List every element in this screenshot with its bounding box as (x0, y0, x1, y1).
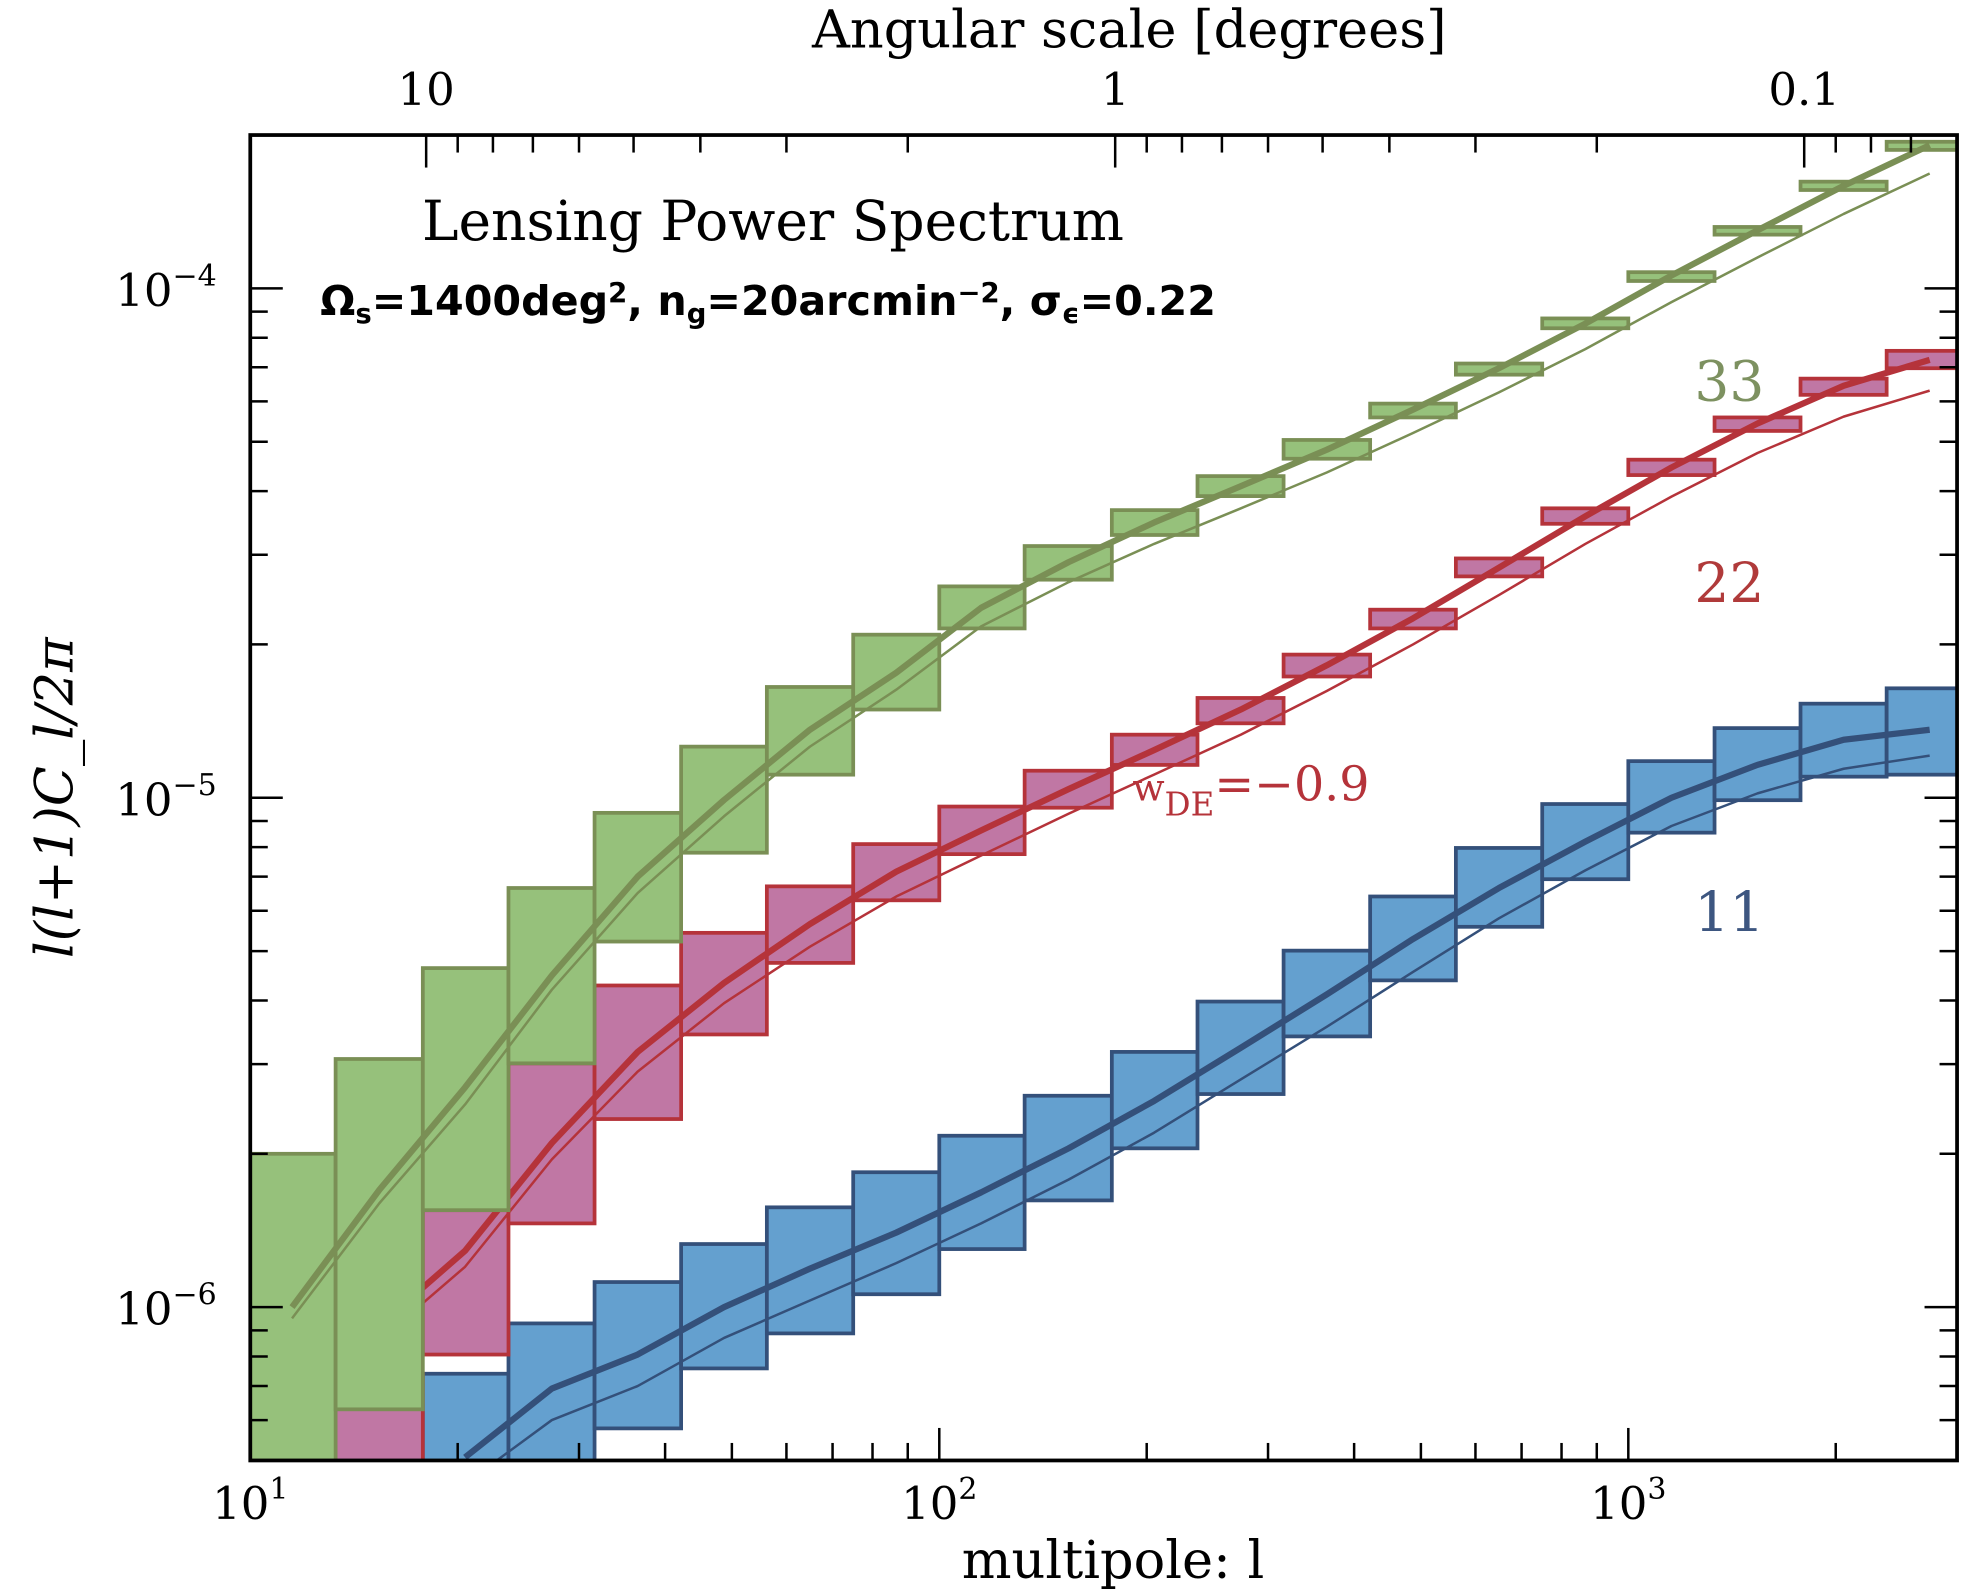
series-22 (333, 348, 1958, 1461)
x-tick-label: 102 (901, 1472, 977, 1530)
series-33 (250, 139, 1958, 1461)
model-curve-22 (377, 356, 1931, 1328)
subtitle-part: ϵ (1062, 298, 1080, 330)
series-label-33: 33 (1694, 349, 1764, 413)
y-tick-label: 10−6 (115, 1278, 216, 1336)
series-label-11: 11 (1694, 880, 1764, 944)
error-box-22 (420, 1208, 511, 1357)
subtitle-part: Ω (320, 277, 355, 325)
subtitle-part: −2 (957, 278, 999, 310)
y-tick-label: 10−5 (115, 768, 216, 826)
y-axis-label: l(l+1)C_l/2π (25, 636, 86, 958)
x-tick-label: 103 (1590, 1472, 1666, 1530)
subtitle-part: s (355, 298, 371, 330)
subtitle-part: =1400deg (372, 277, 608, 325)
x-tick-label: 101 (212, 1472, 288, 1530)
x-axis-label: multipole: l (962, 1530, 1265, 1591)
model-curve-33 (289, 142, 1932, 1310)
subtitle-part: 2 (608, 278, 627, 310)
series-11 (420, 686, 1958, 1461)
top-tick-label: 1 (1101, 63, 1130, 116)
subtitle-part: , n (627, 277, 686, 325)
chart-title: Lensing Power Spectrum (422, 189, 1124, 253)
subtitle-part: g (687, 298, 707, 330)
model-curve-11 (463, 726, 1931, 1460)
error-box-11 (420, 1371, 511, 1461)
data-layer (250, 139, 1958, 1461)
model-curve-wde-11 (494, 754, 1930, 1461)
chart-subtitle: Ωs=1400deg2, ng=20arcmin−2, σϵ=0.22 (320, 277, 1216, 330)
y-tick-label: 10−4 (115, 259, 216, 317)
series-label-22: 22 (1694, 551, 1764, 615)
top-tick-label: 0.1 (1768, 63, 1840, 116)
top-tick-label: 10 (398, 63, 455, 116)
subtitle-part: , σ (1000, 277, 1062, 325)
subtitle-part: =20arcmin (706, 277, 957, 325)
error-box-11 (506, 1321, 597, 1461)
subtitle-part: =0.22 (1080, 277, 1216, 325)
model-curve-wde-33 (291, 172, 1931, 1320)
wde-annotation: wDE=−0.9 (1132, 757, 1369, 823)
annotation-layer: 11 22 33 wDE=−0.9 (1132, 349, 1764, 943)
top-axis-label: Angular scale [degrees] (811, 0, 1447, 61)
model-curve-wde-22 (378, 389, 1931, 1342)
